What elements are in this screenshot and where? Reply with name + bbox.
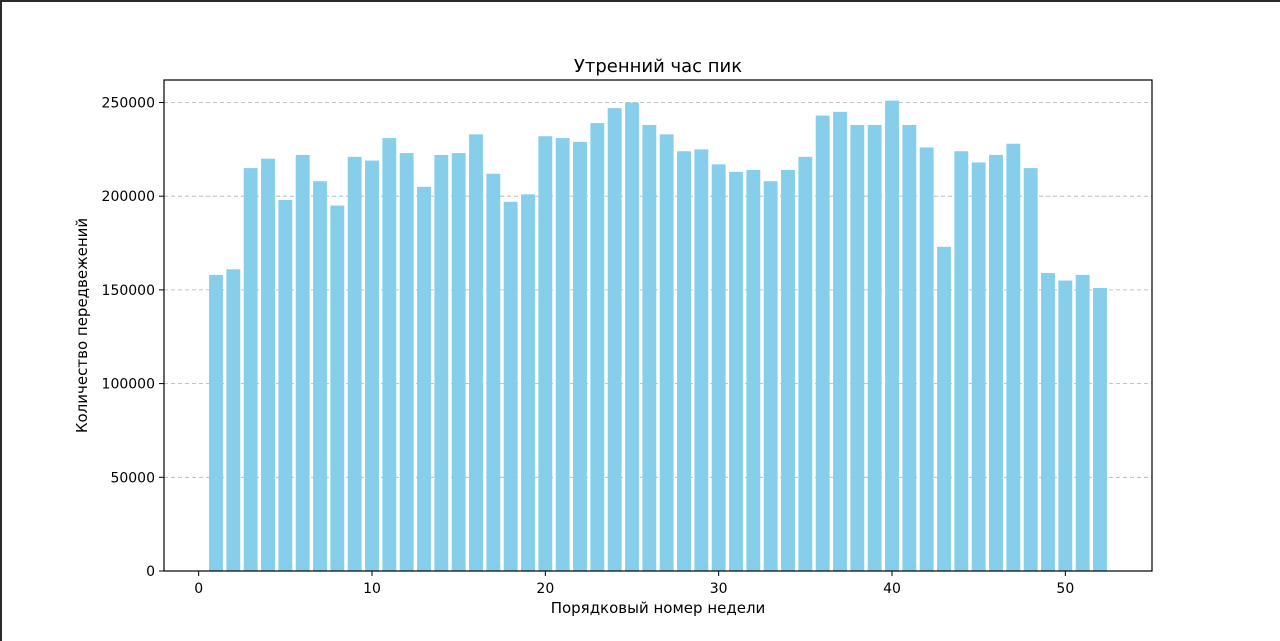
bar-week-14	[434, 154, 449, 571]
y-tick-label: 100000	[102, 377, 155, 393]
y-tick-label: 250000	[102, 95, 155, 111]
bar-week-10	[365, 160, 379, 571]
bar-week-15	[451, 153, 466, 572]
bar-week-26	[642, 124, 657, 571]
bar-week-45	[971, 162, 986, 571]
bar-week-12	[399, 153, 414, 572]
bar-week-21	[555, 138, 570, 572]
bar-week-27	[659, 134, 674, 571]
bar-week-18	[503, 201, 518, 571]
bar-week-41	[902, 124, 917, 571]
x-tick-label: 40	[883, 581, 901, 597]
x-tick-label: 10	[363, 581, 381, 597]
bar-week-11	[382, 138, 397, 572]
x-axis-label: Порядковый номер недели	[551, 599, 766, 617]
bar-week-2	[226, 269, 241, 571]
bar-week-39	[867, 124, 882, 571]
bar-week-35	[798, 156, 813, 571]
bar-week-9	[347, 156, 362, 571]
y-axis-label: Количество передвежений	[73, 218, 91, 433]
bar-week-42	[919, 147, 934, 572]
bar-week-37	[833, 111, 847, 572]
bar-week-46	[989, 154, 1003, 571]
bar-week-22	[573, 141, 587, 571]
bar-week-51	[1075, 274, 1090, 571]
bars	[209, 100, 1107, 572]
bar-week-24	[607, 108, 622, 571]
x-tick-label: 20	[536, 581, 554, 597]
chart-title: Утренний час пик	[574, 56, 742, 77]
y-tick-label: 0	[146, 564, 155, 580]
bar-week-50	[1058, 280, 1073, 571]
bar-week-17	[486, 173, 501, 572]
bar-week-1	[209, 274, 223, 571]
bar-week-25	[625, 102, 639, 571]
bar-week-34	[781, 169, 795, 571]
bar-week-16	[469, 134, 483, 571]
plot-area-frame	[163, 79, 1153, 572]
bar-week-43	[937, 246, 951, 571]
bar-week-20	[538, 136, 553, 571]
bar-week-47	[1006, 143, 1021, 571]
bar-week-7	[313, 181, 327, 571]
bar-week-44	[954, 151, 969, 571]
bar-week-13	[417, 186, 431, 571]
bar-week-31	[729, 171, 743, 571]
bar-week-6	[295, 154, 310, 571]
axis-ticks: 0 50000 100000 150000 200000 250000 0 10 20 30 40 5…	[102, 95, 1075, 597]
bar-week-48	[1023, 168, 1038, 572]
y-tick-label: 50000	[110, 470, 155, 486]
x-tick-label: 50	[1056, 581, 1074, 597]
y-tick-label: 150000	[102, 283, 155, 299]
bar-week-4	[261, 158, 275, 571]
bar-week-3	[243, 168, 258, 572]
bar-week-33	[763, 181, 778, 571]
bar-week-5	[278, 199, 293, 571]
bar-week-23	[590, 123, 605, 571]
y-tick-label: 200000	[102, 189, 155, 205]
bar-week-38	[850, 124, 865, 571]
bar-week-40	[885, 100, 899, 571]
bar-week-19	[521, 194, 535, 572]
bar-week-36	[815, 115, 830, 571]
x-tick-label: 30	[710, 581, 728, 597]
bar-week-8	[330, 205, 345, 571]
bar-week-30	[711, 164, 726, 571]
bar-week-49	[1041, 273, 1055, 571]
bar-week-32	[746, 169, 761, 571]
x-tick-label: 0	[194, 581, 203, 597]
grid-lines	[164, 102, 1152, 478]
bar-week-52	[1093, 288, 1107, 571]
bar-week-28	[677, 151, 691, 571]
bar-week-29	[694, 149, 709, 571]
